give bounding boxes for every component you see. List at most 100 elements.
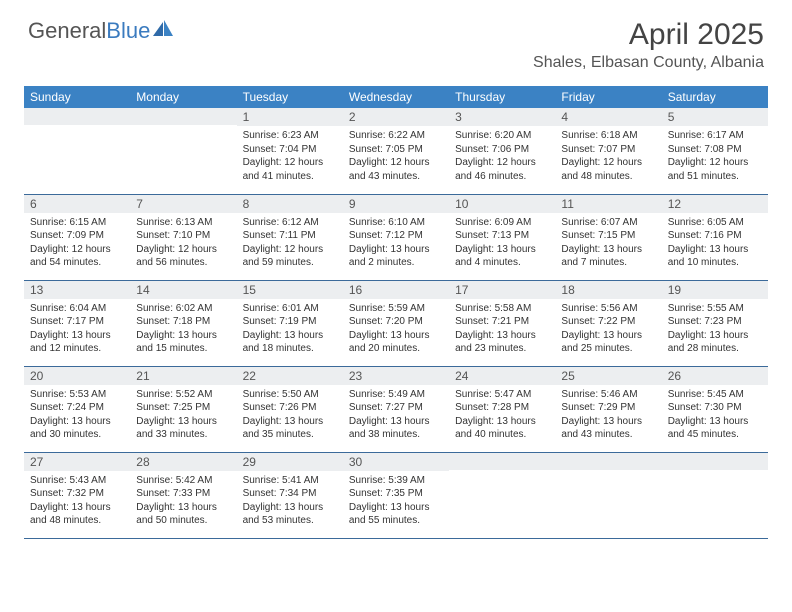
calendar-cell: 27Sunrise: 5:43 AMSunset: 7:32 PMDayligh… (24, 452, 130, 538)
daylight-line-1: Daylight: 13 hours (30, 329, 124, 343)
day-number: 20 (24, 367, 130, 385)
daylight-line-2: and 50 minutes. (136, 514, 230, 528)
daylight-line-2: and 45 minutes. (668, 428, 762, 442)
cell-body: Sunrise: 5:47 AMSunset: 7:28 PMDaylight:… (449, 385, 555, 446)
sunrise-line: Sunrise: 6:13 AM (136, 216, 230, 230)
calendar-cell: 18Sunrise: 5:56 AMSunset: 7:22 PMDayligh… (555, 280, 661, 366)
weekday-header: Sunday (24, 86, 130, 108)
daylight-line-2: and 51 minutes. (668, 170, 762, 184)
cell-body: Sunrise: 5:39 AMSunset: 7:35 PMDaylight:… (343, 471, 449, 532)
daylight-line-1: Daylight: 13 hours (561, 243, 655, 257)
calendar-cell: 19Sunrise: 5:55 AMSunset: 7:23 PMDayligh… (662, 280, 768, 366)
daylight-line-1: Daylight: 13 hours (668, 243, 762, 257)
day-number: 8 (237, 195, 343, 213)
daylight-line-1: Daylight: 13 hours (349, 243, 443, 257)
calendar-week-row: 13Sunrise: 6:04 AMSunset: 7:17 PMDayligh… (24, 280, 768, 366)
daylight-line-1: Daylight: 13 hours (136, 415, 230, 429)
cell-body: Sunrise: 5:49 AMSunset: 7:27 PMDaylight:… (343, 385, 449, 446)
weekday-header: Thursday (449, 86, 555, 108)
daylight-line-1: Daylight: 12 hours (136, 243, 230, 257)
cell-body: Sunrise: 5:59 AMSunset: 7:20 PMDaylight:… (343, 299, 449, 360)
sunrise-line: Sunrise: 5:55 AM (668, 302, 762, 316)
page-header: GeneralBlue April 2025 Shales, Elbasan C… (0, 0, 792, 80)
calendar-body: 1Sunrise: 6:23 AMSunset: 7:04 PMDaylight… (24, 108, 768, 538)
sunset-line: Sunset: 7:12 PM (349, 229, 443, 243)
sunset-line: Sunset: 7:34 PM (243, 487, 337, 501)
calendar-cell: 21Sunrise: 5:52 AMSunset: 7:25 PMDayligh… (130, 366, 236, 452)
sunset-line: Sunset: 7:11 PM (243, 229, 337, 243)
day-number (449, 453, 555, 470)
cell-body: Sunrise: 5:52 AMSunset: 7:25 PMDaylight:… (130, 385, 236, 446)
day-number: 22 (237, 367, 343, 385)
day-number (662, 453, 768, 470)
day-number: 13 (24, 281, 130, 299)
day-number: 11 (555, 195, 661, 213)
cell-body: Sunrise: 5:50 AMSunset: 7:26 PMDaylight:… (237, 385, 343, 446)
daylight-line-1: Daylight: 12 hours (455, 156, 549, 170)
day-number: 9 (343, 195, 449, 213)
sunrise-line: Sunrise: 5:59 AM (349, 302, 443, 316)
daylight-line-1: Daylight: 13 hours (668, 329, 762, 343)
cell-body: Sunrise: 5:55 AMSunset: 7:23 PMDaylight:… (662, 299, 768, 360)
sunset-line: Sunset: 7:24 PM (30, 401, 124, 415)
cell-body: Sunrise: 6:05 AMSunset: 7:16 PMDaylight:… (662, 213, 768, 274)
sunrise-line: Sunrise: 6:10 AM (349, 216, 443, 230)
sunrise-line: Sunrise: 5:53 AM (30, 388, 124, 402)
daylight-line-2: and 4 minutes. (455, 256, 549, 270)
daylight-line-1: Daylight: 12 hours (243, 156, 337, 170)
day-number (130, 108, 236, 125)
calendar-cell-empty (449, 452, 555, 538)
day-number: 24 (449, 367, 555, 385)
sunset-line: Sunset: 7:32 PM (30, 487, 124, 501)
calendar-cell-empty (24, 108, 130, 194)
daylight-line-1: Daylight: 13 hours (455, 329, 549, 343)
calendar-cell-empty (130, 108, 236, 194)
calendar-cell: 1Sunrise: 6:23 AMSunset: 7:04 PMDaylight… (237, 108, 343, 194)
calendar-cell: 14Sunrise: 6:02 AMSunset: 7:18 PMDayligh… (130, 280, 236, 366)
calendar-cell: 29Sunrise: 5:41 AMSunset: 7:34 PMDayligh… (237, 452, 343, 538)
sunset-line: Sunset: 7:20 PM (349, 315, 443, 329)
sunset-line: Sunset: 7:06 PM (455, 143, 549, 157)
sunset-line: Sunset: 7:21 PM (455, 315, 549, 329)
calendar-cell: 30Sunrise: 5:39 AMSunset: 7:35 PMDayligh… (343, 452, 449, 538)
title-block: April 2025 Shales, Elbasan County, Alban… (533, 18, 764, 72)
calendar-cell-empty (662, 452, 768, 538)
sunrise-line: Sunrise: 5:50 AM (243, 388, 337, 402)
daylight-line-2: and 18 minutes. (243, 342, 337, 356)
day-number: 14 (130, 281, 236, 299)
daylight-line-1: Daylight: 13 hours (668, 415, 762, 429)
day-number: 23 (343, 367, 449, 385)
calendar-cell: 6Sunrise: 6:15 AMSunset: 7:09 PMDaylight… (24, 194, 130, 280)
calendar-cell: 22Sunrise: 5:50 AMSunset: 7:26 PMDayligh… (237, 366, 343, 452)
location-subtitle: Shales, Elbasan County, Albania (533, 54, 764, 72)
cell-body: Sunrise: 6:17 AMSunset: 7:08 PMDaylight:… (662, 126, 768, 187)
calendar-week-row: 6Sunrise: 6:15 AMSunset: 7:09 PMDaylight… (24, 194, 768, 280)
sunrise-line: Sunrise: 6:04 AM (30, 302, 124, 316)
sunset-line: Sunset: 7:17 PM (30, 315, 124, 329)
cell-body: Sunrise: 6:22 AMSunset: 7:05 PMDaylight:… (343, 126, 449, 187)
daylight-line-1: Daylight: 12 hours (561, 156, 655, 170)
daylight-line-1: Daylight: 13 hours (349, 415, 443, 429)
day-number: 28 (130, 453, 236, 471)
weekday-header: Monday (130, 86, 236, 108)
daylight-line-2: and 41 minutes. (243, 170, 337, 184)
cell-body: Sunrise: 6:09 AMSunset: 7:13 PMDaylight:… (449, 213, 555, 274)
sunset-line: Sunset: 7:28 PM (455, 401, 549, 415)
calendar-cell: 16Sunrise: 5:59 AMSunset: 7:20 PMDayligh… (343, 280, 449, 366)
daylight-line-2: and 53 minutes. (243, 514, 337, 528)
sunset-line: Sunset: 7:23 PM (668, 315, 762, 329)
calendar-header-row: SundayMondayTuesdayWednesdayThursdayFrid… (24, 86, 768, 108)
daylight-line-2: and 30 minutes. (30, 428, 124, 442)
daylight-line-1: Daylight: 13 hours (455, 243, 549, 257)
calendar-cell: 24Sunrise: 5:47 AMSunset: 7:28 PMDayligh… (449, 366, 555, 452)
sunset-line: Sunset: 7:22 PM (561, 315, 655, 329)
daylight-line-1: Daylight: 13 hours (349, 501, 443, 515)
cell-body: Sunrise: 6:01 AMSunset: 7:19 PMDaylight:… (237, 299, 343, 360)
sunrise-line: Sunrise: 5:49 AM (349, 388, 443, 402)
day-number: 19 (662, 281, 768, 299)
daylight-line-1: Daylight: 13 hours (30, 415, 124, 429)
calendar-cell: 12Sunrise: 6:05 AMSunset: 7:16 PMDayligh… (662, 194, 768, 280)
calendar-cell: 23Sunrise: 5:49 AMSunset: 7:27 PMDayligh… (343, 366, 449, 452)
daylight-line-2: and 54 minutes. (30, 256, 124, 270)
cell-body: Sunrise: 6:13 AMSunset: 7:10 PMDaylight:… (130, 213, 236, 274)
